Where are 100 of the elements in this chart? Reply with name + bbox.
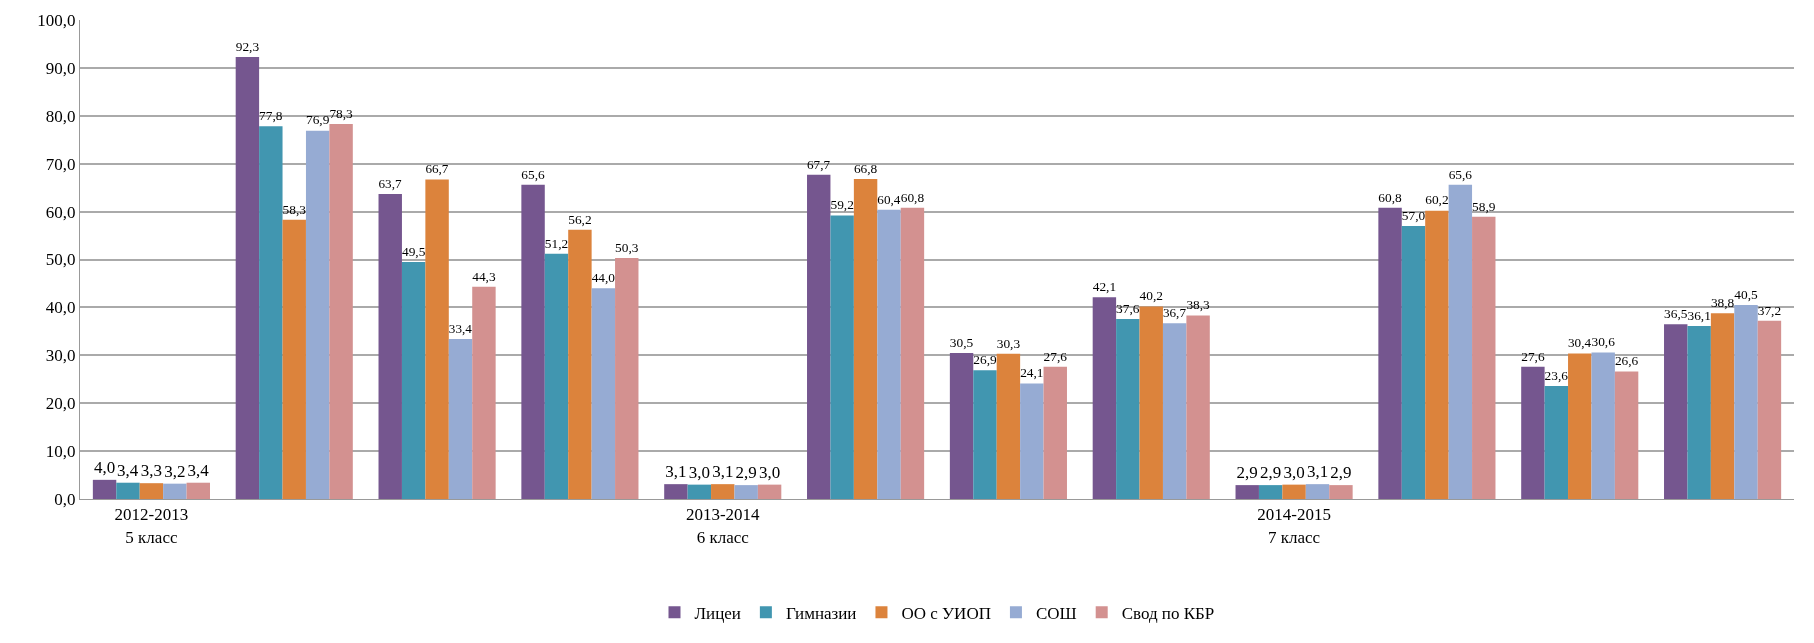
bar <box>807 174 831 499</box>
y-tick-label: 80,0 <box>45 106 76 126</box>
data-label: 42,1 <box>1092 279 1117 295</box>
bar <box>1305 484 1330 499</box>
x-tick-label: 2012-2013 5 класс <box>114 505 189 547</box>
y-tick-label: 30,0 <box>45 346 76 366</box>
bar <box>1139 306 1163 499</box>
bar <box>1186 315 1210 499</box>
bar <box>1568 353 1592 499</box>
y-tick-label: 40,0 <box>45 298 76 318</box>
data-label: 30,6 <box>1591 334 1616 350</box>
data-label: 2,9 <box>1260 463 1282 483</box>
data-label: 50,3 <box>615 239 639 255</box>
y-tick-label: 60,0 <box>45 202 76 222</box>
bar <box>1544 385 1569 499</box>
data-label: 3,1 <box>665 462 687 482</box>
bar <box>830 215 854 499</box>
data-label: 27,6 <box>1043 348 1068 364</box>
bar <box>877 209 901 499</box>
bar <box>1425 210 1449 499</box>
y-tick-label: 70,0 <box>45 154 76 174</box>
data-label: 51,2 <box>544 235 569 251</box>
y-tick-label: 90,0 <box>45 58 76 78</box>
data-label: 24,1 <box>1020 365 1044 381</box>
bar <box>282 219 306 499</box>
bar <box>1329 485 1353 499</box>
bar <box>1687 326 1711 499</box>
data-label: 23,6 <box>1544 367 1569 383</box>
data-label: 44,3 <box>472 268 496 284</box>
data-label: 2,9 <box>735 463 757 483</box>
bar <box>92 479 117 499</box>
data-label: 33,4 <box>448 320 473 336</box>
data-label: 40,5 <box>1734 286 1759 302</box>
bar <box>448 339 473 499</box>
data-label: 60,4 <box>877 191 901 207</box>
bar <box>615 258 639 499</box>
data-label: 3,0 <box>688 462 710 482</box>
bar <box>1757 320 1782 499</box>
bar <box>734 485 758 499</box>
data-label: 77,8 <box>259 108 283 124</box>
bar <box>1092 297 1117 499</box>
bar <box>425 179 449 499</box>
data-label: 76,9 <box>305 112 330 128</box>
data-label: 63,7 <box>378 175 402 191</box>
bar <box>1664 324 1688 499</box>
bar <box>1710 313 1735 499</box>
data-label: 36,1 <box>1687 307 1711 323</box>
data-label: 27,6 <box>1521 348 1545 364</box>
bar <box>1734 305 1758 499</box>
bar <box>1472 216 1496 499</box>
bar <box>1116 318 1140 499</box>
bar <box>711 484 735 499</box>
bar <box>1591 352 1615 499</box>
bar <box>305 130 330 499</box>
bar <box>1521 366 1545 499</box>
bar <box>853 179 878 499</box>
bar <box>1401 225 1426 499</box>
legend-label: СОШ <box>1035 603 1077 623</box>
bar <box>1378 207 1402 499</box>
bar <box>1020 383 1044 499</box>
data-label: 3,3 <box>140 461 163 481</box>
data-label: 78,3 <box>329 105 354 121</box>
x-tick-label: 2014-2015 7 класс <box>1257 505 1331 547</box>
data-label: 36,5 <box>1664 306 1688 322</box>
data-label: 4,0 <box>93 457 116 477</box>
y-tick-label: 0,0 <box>54 489 76 509</box>
data-label: 30,3 <box>996 335 1021 351</box>
data-label: 58,9 <box>1472 198 1496 214</box>
legend-label: ОО с УИОП <box>901 603 991 623</box>
legend-label: Гимназии <box>785 603 857 623</box>
data-label: 30,5 <box>949 334 974 350</box>
bar <box>378 193 402 499</box>
bar <box>949 352 974 499</box>
bar <box>1614 371 1639 499</box>
data-label: 30,4 <box>1568 335 1592 351</box>
bar <box>521 184 545 499</box>
data-label: 3,4 <box>117 460 139 480</box>
y-tick-label: 10,0 <box>45 442 76 462</box>
bar <box>900 207 925 499</box>
x-tick-label: 2013-2014 6 класс <box>685 505 761 547</box>
bar <box>664 484 688 499</box>
data-label: 60,8 <box>900 189 925 205</box>
data-label: 40,2 <box>1139 288 1163 304</box>
data-label: 65,6 <box>521 166 546 182</box>
data-label: 37,2 <box>1757 302 1782 318</box>
y-tick-label: 20,0 <box>45 394 76 414</box>
data-label: 38,8 <box>1710 295 1735 310</box>
legend-label: Свод по КБР <box>1121 603 1215 623</box>
data-label: 65,6 <box>1448 166 1473 182</box>
bar <box>329 123 353 499</box>
bar <box>1235 485 1259 499</box>
data-label: 59,2 <box>830 197 854 213</box>
data-label: 3,0 <box>1283 462 1305 482</box>
data-label: 44,0 <box>591 270 616 286</box>
data-label: 92,3 <box>235 38 260 54</box>
data-label: 2,9 <box>1330 463 1352 483</box>
data-label: 3,4 <box>187 460 210 480</box>
data-label: 26,9 <box>973 352 998 367</box>
data-label: 66,8 <box>853 160 878 176</box>
data-label: 3,2 <box>164 461 186 481</box>
